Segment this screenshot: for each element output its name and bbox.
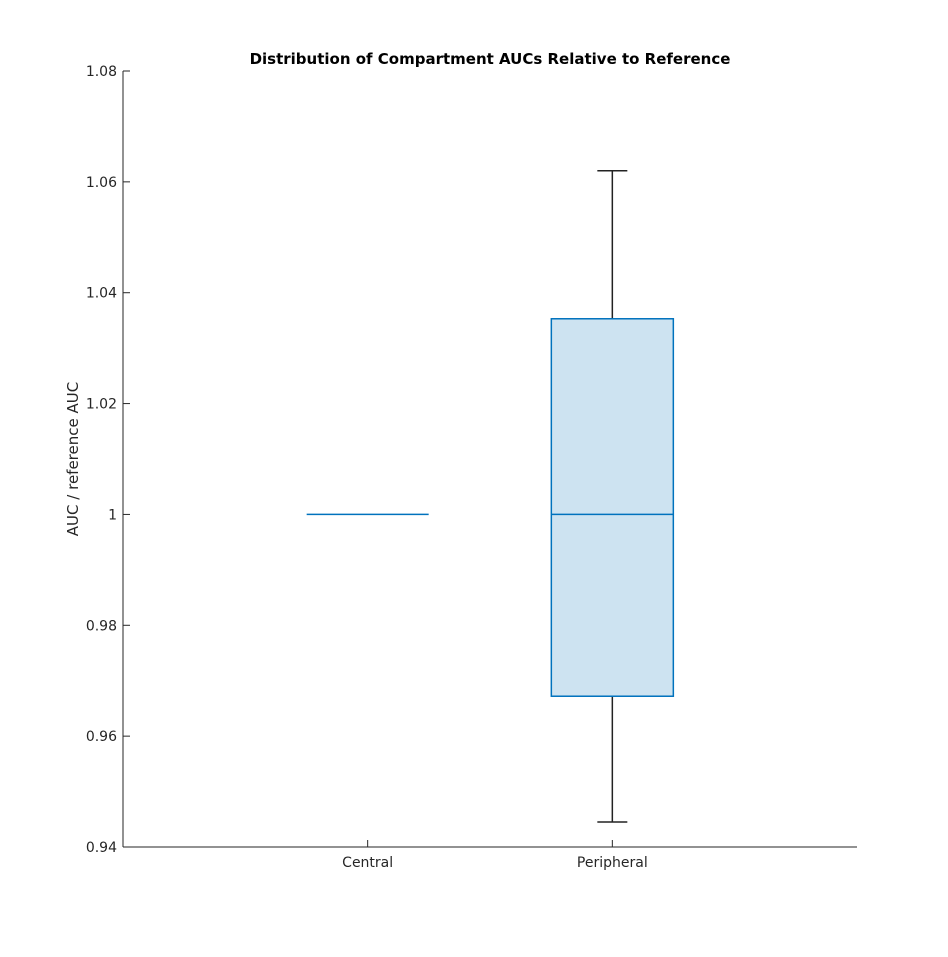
y-tick-label: 0.98: [86, 618, 117, 634]
y-tick-label: 0.96: [86, 729, 117, 745]
tick-marks: 0.94 0.96 0.98 1 1.02 1.04 1.06 1.08 Central Peri…: [86, 64, 648, 871]
y-tick-label: 1: [108, 507, 117, 523]
box-peripheral: [550, 170, 675, 823]
y-axis-label: AUC / reference AUC: [64, 382, 82, 536]
boxes: [306, 170, 675, 823]
y-tick-label: 1.08: [86, 64, 117, 80]
y-tick-label: 1.06: [86, 175, 117, 191]
x-tick-label: Peripheral: [577, 855, 648, 871]
axes: [122, 71, 857, 848]
y-tick-label: 1.02: [86, 397, 117, 413]
x-tick-label: Central: [342, 855, 393, 871]
iqr-box: [550, 318, 675, 697]
chart-title: Distribution of Compartment AUCs Relativ…: [250, 50, 731, 68]
y-tick-label: 0.94: [86, 840, 117, 856]
y-tick-label: 1.04: [86, 286, 117, 302]
